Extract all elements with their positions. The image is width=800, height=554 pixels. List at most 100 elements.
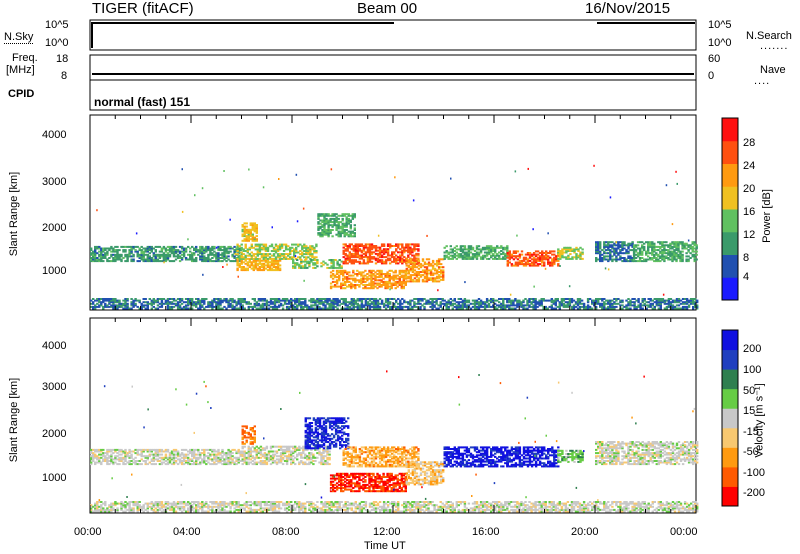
echo-cell [130,455,133,458]
echo-cell [473,302,477,305]
echo-cell [104,508,107,511]
echo-cell [661,301,665,304]
echo-cell [390,276,393,279]
echo-cell [360,254,364,257]
echo-cell [120,448,123,451]
echo-cell [504,253,507,256]
echo-cell [386,285,389,288]
echo-cell [352,305,355,308]
echo-cell [557,250,560,252]
echo-cell [342,269,345,272]
echo-cell [238,245,241,248]
echo-cell [128,463,131,466]
echo-cell [217,257,220,259]
echo-cell [146,245,149,248]
echo-cell [358,280,361,283]
echo-cell [342,287,345,290]
echo-cell [440,263,443,266]
echo-cell [166,258,170,261]
echo-cell [532,253,536,256]
echo-cell [272,257,276,260]
echo-cell-sparse [437,289,439,292]
echo-cell [358,285,361,288]
echo-cell [261,304,265,307]
echo-cell [685,307,689,310]
echo-cell [376,257,380,260]
echo-cell [687,250,690,253]
echo-cell [541,258,544,261]
echo-cell [536,253,540,256]
echo-cell [328,305,331,308]
echo-cell [241,301,244,304]
echo-cell-sparse [234,253,237,255]
echo-cell [378,260,382,263]
echo-cell [172,247,176,250]
echo-cell [417,243,420,246]
echo-cell [512,307,515,310]
echo-cell [675,298,679,300]
echo-cell [150,249,153,252]
echo-cell [401,257,404,260]
echo-cell [621,307,624,310]
echo-cell [269,305,273,308]
echo-cell [425,299,428,302]
echo-cell [344,271,347,274]
echo-cell [437,259,441,262]
echo-cell [248,259,251,262]
echo-cell [336,299,339,302]
echo-cell [182,460,186,462]
echo-cell [382,284,385,286]
echo-cell [669,298,673,300]
echo-cell [299,253,302,256]
echo-cell [256,269,259,272]
echo-cell [352,279,355,282]
echo-cell [394,277,397,280]
echo-cell [540,299,543,302]
echo-cell [114,461,117,464]
echo-cell [94,307,97,310]
echo-cell [168,305,172,308]
echo-cell [290,304,293,307]
echo-cell [98,458,101,461]
echo-cell [247,235,250,238]
echo-cell [231,460,234,462]
echo-cell [669,302,673,305]
echo-cell [451,307,454,310]
echo-cell [189,307,192,310]
echo-cell [607,255,610,258]
echo-cell [347,233,350,236]
echo-cell [152,455,155,458]
echo-cell [504,256,507,259]
echo-cell [263,302,267,305]
echo-cell [508,258,511,261]
echo-cell [567,256,570,259]
echo-cell [227,461,230,464]
echo-cell [457,301,460,304]
echo-cell [130,456,133,459]
echo-cell [233,252,236,255]
echo-cell [112,253,115,256]
echo-cell [112,299,115,302]
echo-cell [337,235,340,238]
echo-cell [508,252,511,254]
echo-cell [284,245,288,248]
echo-cell [465,304,469,307]
echo-cell [629,249,632,252]
echo-cell [217,255,220,258]
echo-cell [502,305,505,308]
echo-cell [352,260,355,263]
echo-cell [354,277,357,280]
echo-cell [338,301,341,304]
echo-cell [203,455,206,458]
echo-cell [597,301,600,304]
echo-cell [366,273,369,275]
echo-cell [219,257,222,259]
echo-cell [164,450,168,453]
echo-cell [158,460,162,462]
echo-cell [205,245,208,248]
echo-cell [334,301,337,304]
echo-cell [647,245,650,248]
echo-cell [350,274,353,277]
xtick-0400: 04:00 [173,526,201,538]
echo-cell [174,304,178,307]
